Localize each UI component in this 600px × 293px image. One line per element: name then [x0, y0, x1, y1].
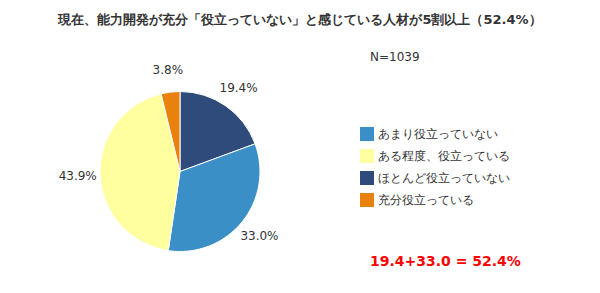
svg-text:3.8%: 3.8%: [153, 63, 184, 77]
html-text:あまり役立っていない: あまり役立っていない: [378, 126, 498, 141]
svg-text:33.0%: 33.0%: [240, 229, 278, 243]
svg-text:43.9%: 43.9%: [59, 169, 97, 183]
html-text:充分役立っている: 充分役立っている: [378, 192, 474, 207]
html-text:N=1039: N=1039: [370, 50, 420, 64]
html-text:19.4+33.0 = 52.4%: 19.4+33.0 = 52.4%: [370, 253, 521, 269]
svg-text:19.4%: 19.4%: [220, 81, 258, 95]
html-text:現在、能力開発が充分「役立っていない」と感じている人材が5割: 現在、能力開発が充分「役立っていない」と感じている人材が5割以上（52.4%）: [58, 12, 542, 27]
html-text:ある程度、役立っている: ある程度、役立っている: [378, 148, 510, 163]
html-text:ほとんど役立っていない: ほとんど役立っていない: [378, 170, 510, 185]
